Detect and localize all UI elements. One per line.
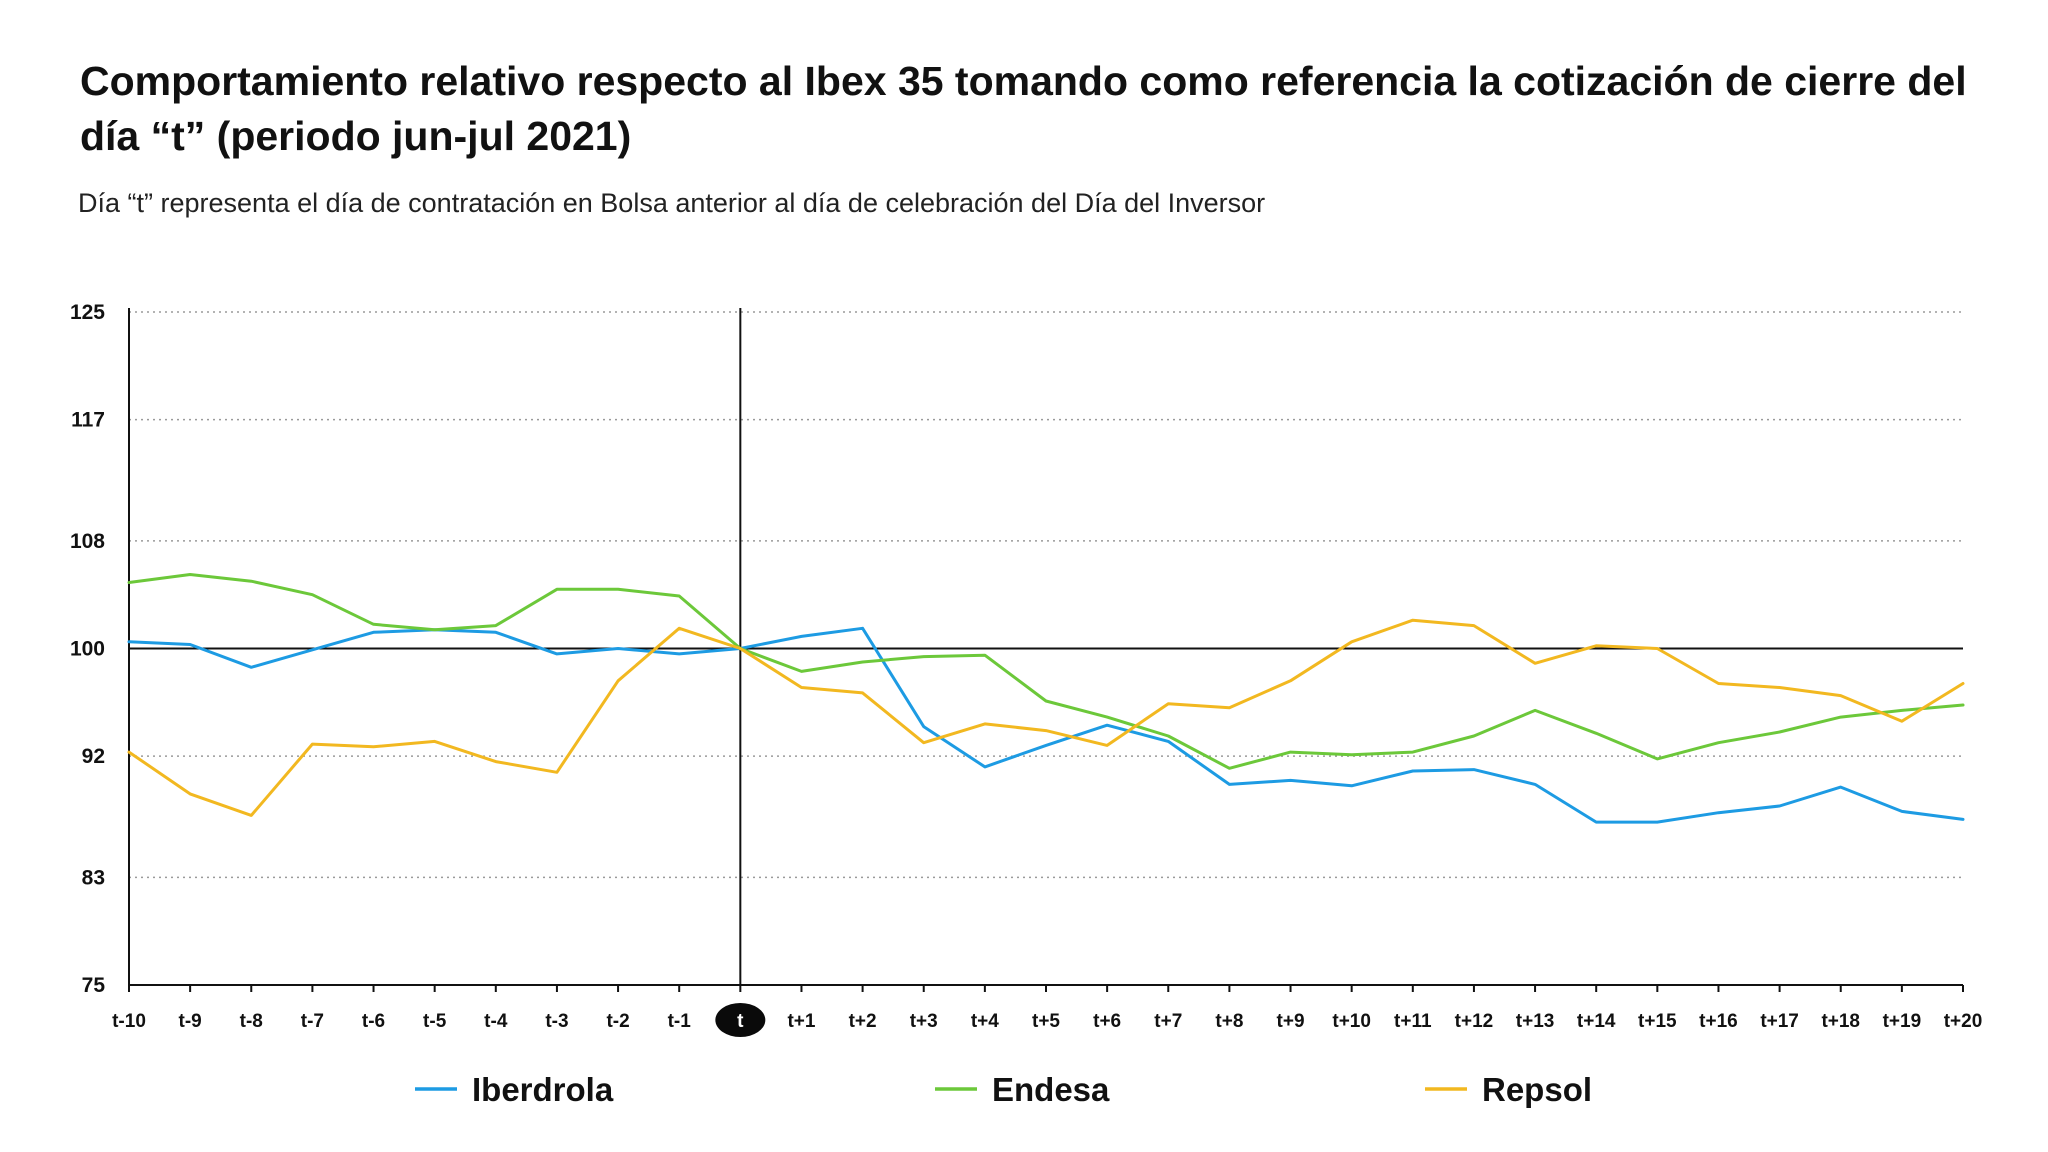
x-tick-label: t-4 [484, 1011, 508, 1032]
x-tick-label: t-7 [301, 1011, 324, 1032]
y-tick-label: 75 [82, 974, 106, 997]
x-tick-label: t+19 [1883, 1011, 1922, 1032]
y-tick-label: 83 [82, 866, 105, 889]
series-line-repsol [127, 618, 1965, 817]
x-tick-label: t+20 [1944, 1011, 1983, 1032]
x-tick-label: t-6 [362, 1011, 385, 1032]
x-tick-label: t+2 [849, 1011, 877, 1032]
x-tick-label: t-10 [112, 1011, 146, 1032]
series-line-iberdrola [127, 626, 1965, 824]
gridlines [129, 311, 1963, 879]
x-tick-label: t-2 [606, 1011, 629, 1032]
x-axis-ticks: t-10 t-9 t-8 t-7 t-6 t-5 t-4 t-3 t-2 t-1 t t+1 t+2 t+… [112, 985, 1982, 1037]
y-tick-label: 92 [82, 745, 105, 768]
x-tick-label: t+7 [1154, 1011, 1182, 1032]
legend-item-repsol: Repsol [1425, 1071, 1592, 1108]
series-line-endesa [127, 573, 1965, 770]
x-tick-label: t+5 [1032, 1011, 1060, 1032]
legend: Iberdrola Endesa Repsol [415, 1071, 1592, 1108]
x-tick-label: t+1 [787, 1011, 815, 1032]
y-tick-label: 108 [70, 530, 105, 553]
x-tick-label: t+4 [971, 1011, 999, 1032]
x-tick-label: t+14 [1577, 1011, 1616, 1032]
x-tick-label: t+10 [1332, 1011, 1371, 1032]
chart-title: Comportamiento relativo respecto al Ibex… [80, 58, 1967, 159]
axes [128, 308, 1963, 986]
x-tick-label: t-3 [545, 1011, 568, 1032]
x-tick-highlight [715, 1003, 766, 1037]
y-tick-label: 125 [70, 301, 105, 324]
legend-label: Endesa [992, 1071, 1110, 1108]
x-tick-label: t+11 [1394, 1011, 1432, 1032]
legend-label: Iberdrola [472, 1071, 614, 1108]
y-axis-ticks: 75 83 92 100 108 117 125 [70, 301, 105, 997]
x-tick-label: t+17 [1760, 1011, 1799, 1032]
chart-subtitle: Día “t” representa el día de contratació… [78, 188, 1266, 218]
x-tick-label: t-9 [179, 1011, 202, 1032]
x-tick-label: t+13 [1516, 1011, 1555, 1032]
x-tick-label: t+3 [910, 1011, 938, 1032]
x-tick-label: t-1 [668, 1011, 692, 1032]
x-tick-label: t [737, 1011, 744, 1032]
x-tick-label: t-5 [423, 1011, 447, 1032]
x-tick-label: t-8 [240, 1011, 263, 1032]
x-tick-label: t+16 [1699, 1011, 1738, 1032]
x-tick-label: t+8 [1215, 1011, 1243, 1032]
y-tick-label: 100 [70, 638, 105, 661]
x-tick-label: t+18 [1821, 1011, 1860, 1032]
legend-label: Repsol [1482, 1071, 1592, 1108]
y-tick-label: 117 [71, 409, 105, 432]
x-tick-label: t+15 [1638, 1011, 1677, 1032]
x-tick-label: t+9 [1277, 1011, 1305, 1032]
legend-item-endesa: Endesa [935, 1071, 1110, 1108]
x-tick-label: t+12 [1455, 1011, 1494, 1032]
x-tick-label: t+6 [1093, 1011, 1121, 1032]
legend-item-iberdrola: Iberdrola [415, 1071, 614, 1108]
series-lines [127, 573, 1965, 824]
